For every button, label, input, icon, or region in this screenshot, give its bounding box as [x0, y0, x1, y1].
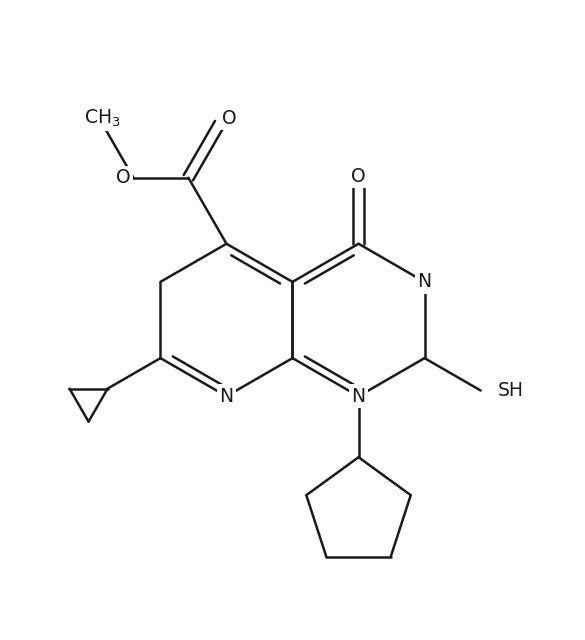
Text: O: O	[222, 109, 237, 128]
Text: SH: SH	[497, 381, 524, 400]
Text: N: N	[418, 273, 432, 291]
Text: CH$_3$: CH$_3$	[84, 108, 121, 129]
Text: O: O	[116, 168, 131, 188]
Text: N: N	[219, 387, 233, 406]
Text: O: O	[351, 167, 366, 186]
Text: N: N	[352, 387, 366, 406]
